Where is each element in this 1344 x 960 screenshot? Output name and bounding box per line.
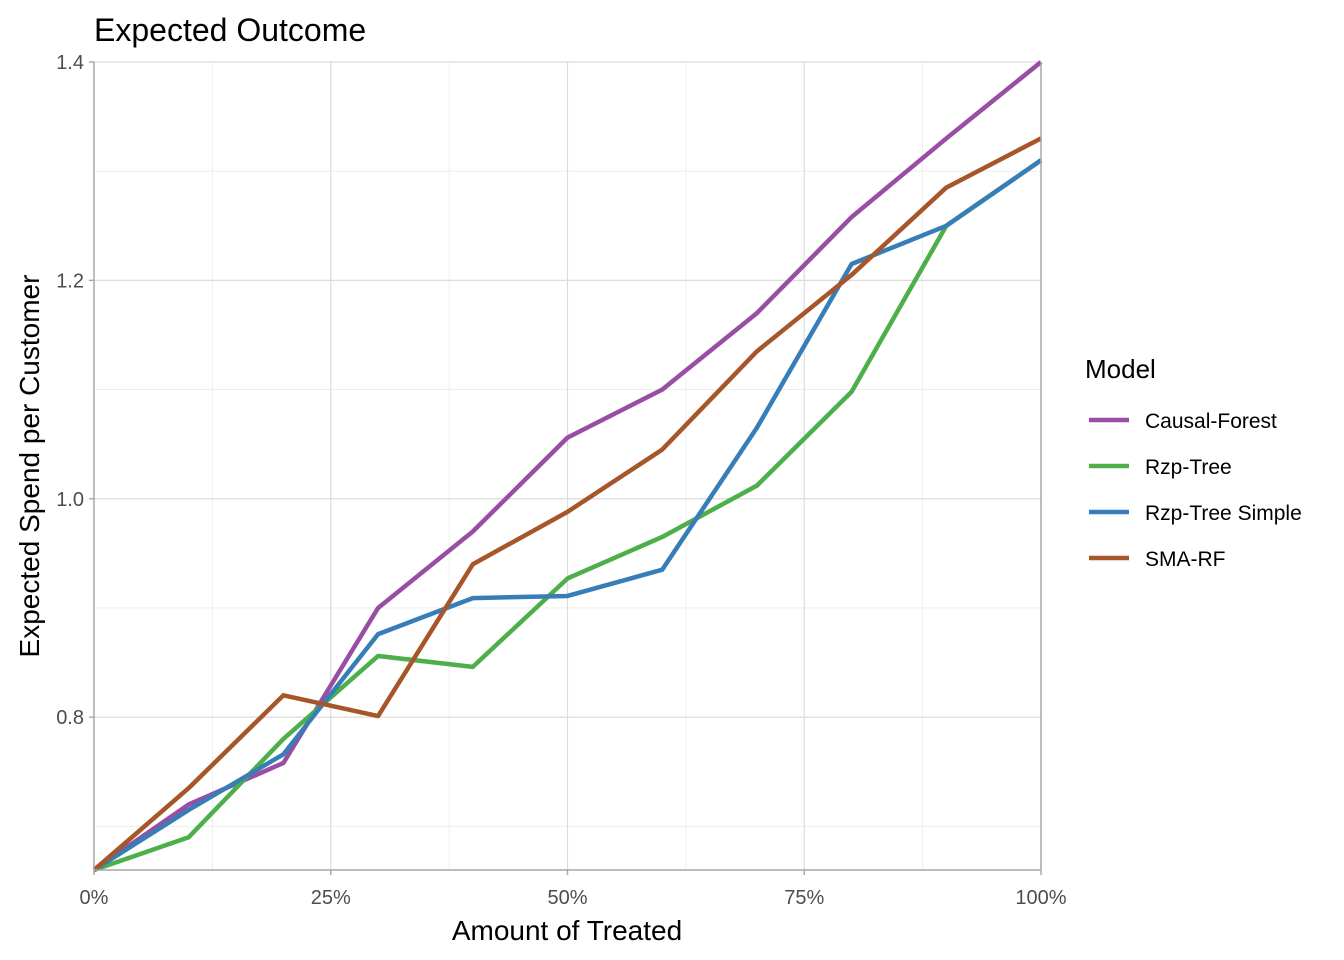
legend-title: Model xyxy=(1085,354,1156,384)
legend-label-rzp-tree-simple: Rzp-Tree Simple xyxy=(1145,502,1302,525)
x-tick-label: 100% xyxy=(1015,887,1066,909)
y-tick-label: 0.8 xyxy=(56,707,84,729)
legend-items: Causal-Forest Rzp-Tree Rzp-Tree Simple SMA-… xyxy=(1089,410,1302,571)
series-line-rzp-tree-simple xyxy=(92,158,1043,872)
y-tick-labels: 0.8 1.0 1.2 1.4 xyxy=(56,52,94,729)
series-layer xyxy=(92,60,1043,873)
x-tick-labels: 0% 25% 50% 75% 100% xyxy=(80,870,1067,909)
x-tick-label: 25% xyxy=(311,887,351,909)
x-axis-title: Amount of Treated xyxy=(452,915,682,946)
y-axis-title: Expected Spend per Customer xyxy=(14,275,45,658)
legend: Model Causal-Forest Rzp-Tree Rzp-Tree Simp… xyxy=(1085,354,1302,571)
y-tick-label: 1.2 xyxy=(56,270,84,292)
series-line-causal-forest xyxy=(92,60,1043,872)
chart-title: Expected Outcome xyxy=(94,12,366,48)
legend-label-causal-forest: Causal-Forest xyxy=(1145,410,1277,433)
x-tick-label: 0% xyxy=(80,887,109,909)
x-tick-label: 75% xyxy=(784,887,824,909)
x-tick-label: 50% xyxy=(547,887,587,909)
legend-label-rzp-tree: Rzp-Tree xyxy=(1145,456,1232,479)
series-line-sma-rf xyxy=(92,136,1043,872)
y-tick-label: 1.0 xyxy=(56,489,84,511)
legend-label-sma-rf: SMA-RF xyxy=(1145,548,1226,571)
y-tick-label: 1.4 xyxy=(56,52,84,74)
